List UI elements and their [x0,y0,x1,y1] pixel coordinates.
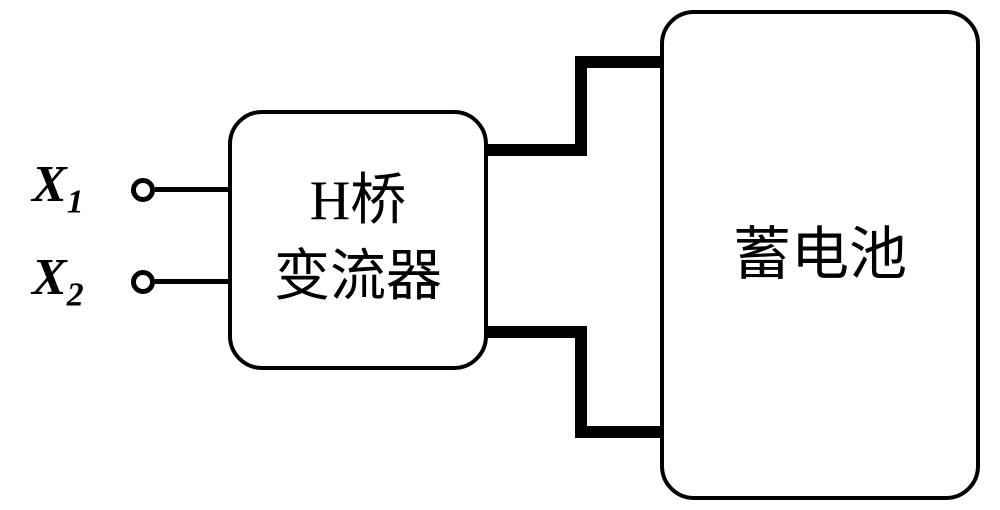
battery-label: 蓄电池 [733,216,907,294]
terminal-x2-node [131,270,155,294]
terminal-x1-main: X [32,156,67,213]
terminal-x1-wire [155,187,228,192]
battery-box: 蓄电池 [660,10,980,500]
terminal-x1-label: X1 [32,155,84,221]
terminal-x2-main: X [32,249,67,306]
wire-top-seg3 [575,56,661,68]
converter-label-line2: 变流器 [274,240,442,316]
terminal-x1-sub: 1 [67,183,84,220]
wire-bottom-seg3 [575,426,661,438]
terminal-x2-sub: 2 [67,276,84,313]
terminal-x2-wire [155,279,228,284]
wire-bottom-seg1 [488,326,587,338]
wire-top-seg2 [575,56,587,156]
wire-bottom-seg2 [575,326,587,438]
terminal-x1-node [131,178,155,202]
terminal-x2-label: X2 [32,248,84,314]
converter-box: H桥 变流器 [228,110,488,370]
converter-label-line1: H桥 [310,164,406,240]
wire-top-seg1 [488,144,587,156]
